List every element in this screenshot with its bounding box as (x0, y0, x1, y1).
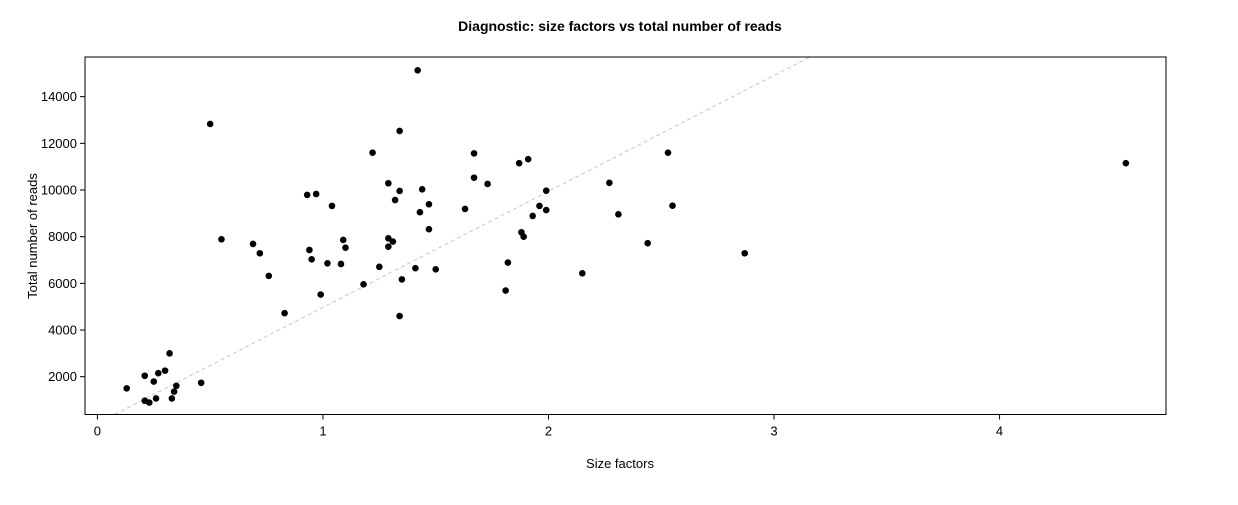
data-point (536, 202, 543, 210)
data-point (265, 272, 273, 280)
data-point (664, 149, 672, 156)
y-tick-label: 10000 (41, 183, 77, 198)
data-point (741, 249, 748, 257)
data-point (542, 187, 550, 195)
data-point (206, 120, 214, 128)
x-tick-label: 2 (545, 424, 552, 439)
data-point (145, 399, 153, 406)
data-point (328, 202, 336, 210)
y-tick-label: 14000 (41, 89, 77, 104)
data-point (432, 266, 440, 273)
data-point (391, 196, 399, 204)
data-point (312, 190, 320, 198)
data-point (524, 155, 532, 163)
chart-title: Diagnostic: size factors vs total number… (458, 18, 782, 34)
x-tick-label: 1 (319, 424, 326, 439)
data-point (385, 243, 392, 251)
data-point (339, 236, 347, 244)
data-point (542, 206, 550, 214)
data-point (389, 238, 397, 245)
data-point (425, 200, 433, 208)
data-point (166, 350, 173, 357)
data-point (470, 150, 478, 157)
y-axis-title: Total number of reads (25, 173, 40, 299)
data-point (306, 246, 313, 254)
data-point (308, 256, 315, 263)
data-point (615, 210, 622, 218)
data-point (461, 205, 469, 213)
y-tick-label: 6000 (48, 276, 77, 291)
x-tick-label: 3 (770, 424, 777, 439)
data-point (376, 263, 383, 271)
data-point (303, 191, 311, 199)
data-point (504, 259, 512, 266)
plot-border (84, 56, 1167, 415)
data-point (317, 291, 324, 298)
data-point (502, 287, 509, 294)
x-tick-label: 4 (996, 424, 1003, 439)
data-point (644, 239, 652, 247)
data-point (337, 260, 345, 268)
data-point (385, 179, 392, 187)
data-point (412, 264, 419, 272)
y-tick-label: 8000 (48, 229, 77, 244)
data-point (396, 187, 403, 195)
data-point (324, 259, 331, 267)
y-tick-label: 12000 (41, 136, 77, 151)
data-point (249, 240, 257, 248)
data-point (484, 180, 491, 188)
data-point (161, 367, 169, 374)
data-point (418, 186, 426, 193)
data-point (141, 372, 149, 380)
data-point (173, 382, 180, 390)
data-point (425, 225, 433, 233)
data-point (152, 395, 160, 402)
data-point (515, 159, 523, 167)
data-point (669, 202, 676, 209)
data-point (170, 388, 178, 395)
data-point (154, 369, 162, 377)
data-point (579, 270, 586, 277)
x-axis-title: Size factors (586, 456, 654, 471)
data-point (398, 276, 406, 283)
plot-area: 0 1 2 3 4 2000 4000 6000 8000 10000 12000 14000 (41, 56, 1167, 439)
data-point (1122, 159, 1130, 167)
data-point (414, 67, 421, 74)
data-point (342, 244, 349, 251)
data-point (416, 208, 424, 216)
x-tick-label: 0 (94, 424, 101, 439)
data-point (197, 379, 205, 387)
data-point (123, 385, 131, 392)
reference-line (114, 56, 811, 415)
data-point (529, 212, 536, 220)
data-point (606, 179, 613, 187)
data-point (360, 280, 367, 288)
data-point (150, 378, 158, 385)
data-point (168, 395, 176, 402)
data-point (396, 312, 403, 320)
data-point (369, 149, 376, 156)
data-point (281, 309, 288, 317)
y-tick-label: 4000 (48, 323, 77, 338)
data-point (256, 249, 264, 257)
data-point (520, 233, 527, 240)
data-point (396, 127, 403, 135)
data-point (218, 235, 225, 243)
y-tick-label: 2000 (48, 369, 77, 384)
data-point (470, 174, 478, 181)
